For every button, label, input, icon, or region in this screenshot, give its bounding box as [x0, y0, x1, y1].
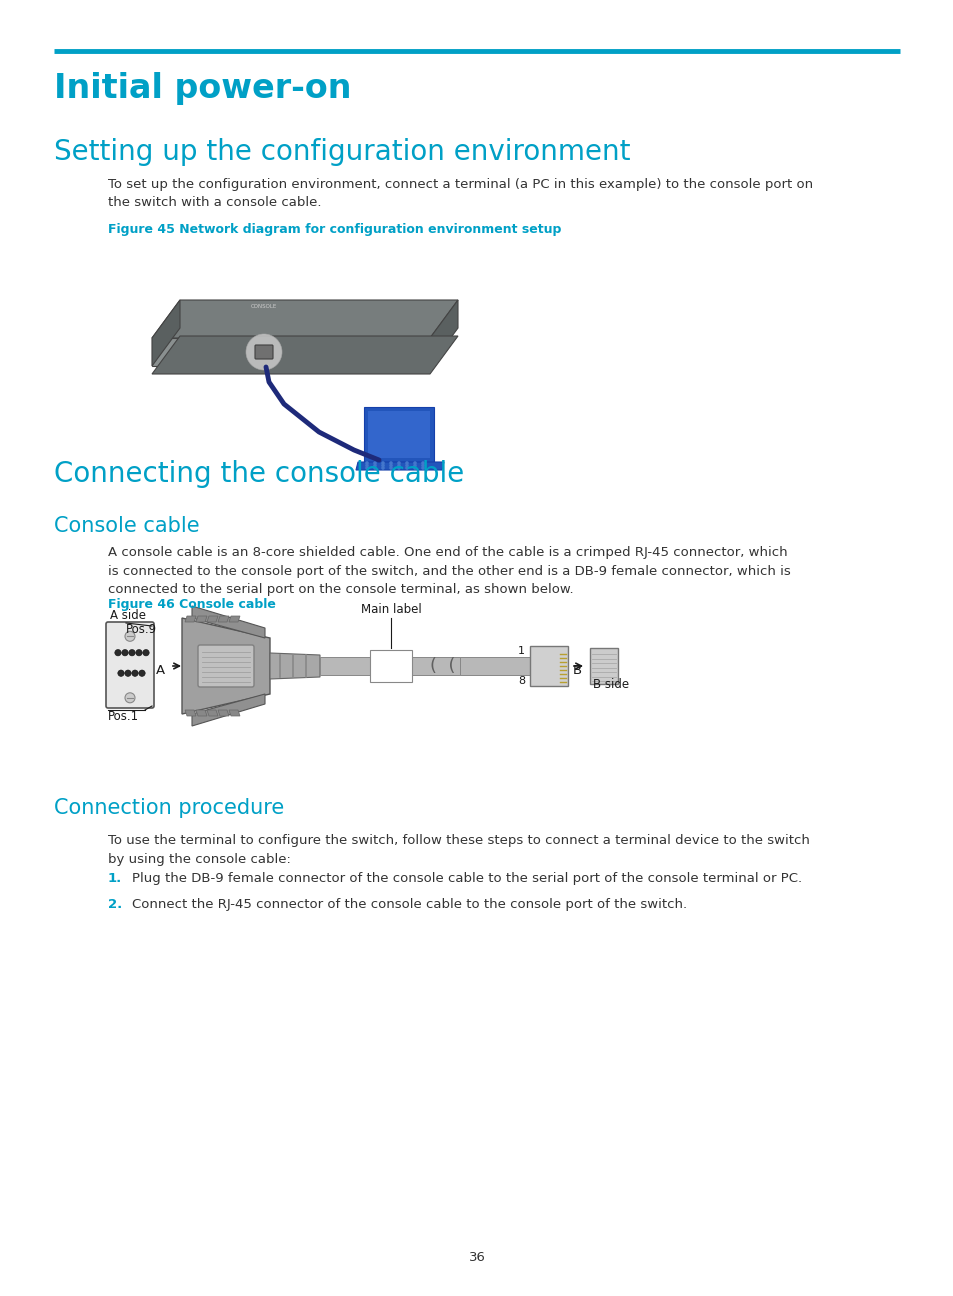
Text: 1: 1 [517, 645, 524, 656]
Polygon shape [355, 461, 443, 470]
Text: 2.: 2. [108, 898, 122, 911]
Text: 1.: 1. [108, 872, 122, 885]
Text: Figure 46 Console cable: Figure 46 Console cable [108, 597, 275, 610]
Polygon shape [185, 710, 195, 715]
Circle shape [389, 464, 393, 468]
Text: A: A [156, 664, 165, 677]
Text: Plug the DB-9 female connector of the console cable to the serial port of the co: Plug the DB-9 female connector of the co… [132, 872, 801, 885]
Circle shape [381, 464, 384, 468]
Circle shape [389, 461, 393, 465]
Polygon shape [207, 710, 218, 715]
Circle shape [365, 461, 369, 465]
Text: Figure 45 Network diagram for configuration environment setup: Figure 45 Network diagram for configurat… [108, 223, 560, 236]
Polygon shape [270, 653, 319, 679]
FancyBboxPatch shape [106, 622, 153, 708]
Polygon shape [152, 299, 457, 338]
Text: B side: B side [593, 678, 628, 691]
Text: Setting up the configuration environment: Setting up the configuration environment [54, 137, 630, 166]
Polygon shape [152, 336, 457, 375]
Text: Initial power-on: Initial power-on [54, 73, 351, 105]
Circle shape [114, 649, 121, 656]
Circle shape [135, 649, 142, 656]
Circle shape [246, 334, 282, 369]
Text: To use the terminal to configure the switch, follow these steps to connect a ter: To use the terminal to configure the swi… [108, 835, 809, 866]
Polygon shape [218, 616, 229, 622]
Polygon shape [152, 338, 430, 365]
Circle shape [396, 461, 400, 465]
Circle shape [413, 467, 416, 470]
FancyBboxPatch shape [589, 648, 618, 684]
Circle shape [396, 467, 400, 470]
Polygon shape [218, 710, 229, 715]
Circle shape [413, 464, 416, 468]
Circle shape [405, 464, 409, 468]
Polygon shape [229, 710, 240, 715]
Circle shape [125, 631, 135, 642]
Text: A side: A side [110, 609, 146, 622]
Text: Main label: Main label [360, 603, 421, 616]
Circle shape [129, 649, 135, 656]
Polygon shape [364, 407, 434, 461]
Polygon shape [192, 607, 265, 638]
Circle shape [413, 461, 416, 465]
Polygon shape [368, 411, 430, 457]
FancyBboxPatch shape [530, 645, 567, 686]
Circle shape [125, 693, 135, 702]
Circle shape [117, 670, 124, 677]
Polygon shape [185, 616, 195, 622]
Text: (  (: ( ( [430, 657, 455, 675]
Polygon shape [192, 693, 265, 726]
FancyBboxPatch shape [254, 345, 273, 359]
Polygon shape [207, 616, 218, 622]
Circle shape [132, 670, 138, 677]
Circle shape [389, 467, 393, 470]
Polygon shape [459, 657, 530, 675]
Text: Pos.9: Pos.9 [126, 623, 157, 636]
Circle shape [373, 464, 376, 468]
Circle shape [421, 461, 424, 465]
Text: 8: 8 [517, 677, 524, 686]
Text: A console cable is an 8-core shielded cable. One end of the cable is a crimped R: A console cable is an 8-core shielded ca… [108, 546, 790, 596]
Text: Connecting the console cable: Connecting the console cable [54, 460, 464, 489]
Circle shape [143, 649, 149, 656]
FancyBboxPatch shape [198, 645, 253, 687]
Circle shape [365, 467, 369, 470]
Polygon shape [195, 710, 207, 715]
Circle shape [381, 461, 384, 465]
Circle shape [365, 464, 369, 468]
Circle shape [373, 461, 376, 465]
FancyBboxPatch shape [370, 651, 412, 682]
Text: Connect the RJ-45 connector of the console cable to the console port of the swit: Connect the RJ-45 connector of the conso… [132, 898, 686, 911]
Circle shape [396, 464, 400, 468]
Polygon shape [430, 299, 457, 365]
Polygon shape [195, 616, 207, 622]
Polygon shape [319, 657, 459, 675]
Text: Connection procedure: Connection procedure [54, 798, 284, 818]
Circle shape [122, 649, 128, 656]
Circle shape [381, 467, 384, 470]
Circle shape [373, 467, 376, 470]
Text: B: B [573, 664, 581, 677]
Circle shape [405, 467, 409, 470]
Text: To set up the configuration environment, connect a terminal (a PC in this exampl: To set up the configuration environment,… [108, 178, 812, 210]
Polygon shape [182, 618, 270, 714]
Text: Console cable: Console cable [54, 516, 199, 537]
Circle shape [405, 461, 409, 465]
Polygon shape [229, 616, 240, 622]
Circle shape [421, 464, 424, 468]
Polygon shape [152, 299, 180, 365]
Circle shape [138, 670, 145, 677]
Text: CONSOLE: CONSOLE [251, 305, 276, 308]
Text: 36: 36 [468, 1251, 485, 1264]
Circle shape [421, 467, 424, 470]
Text: Pos.1: Pos.1 [108, 710, 139, 723]
Circle shape [125, 670, 132, 677]
